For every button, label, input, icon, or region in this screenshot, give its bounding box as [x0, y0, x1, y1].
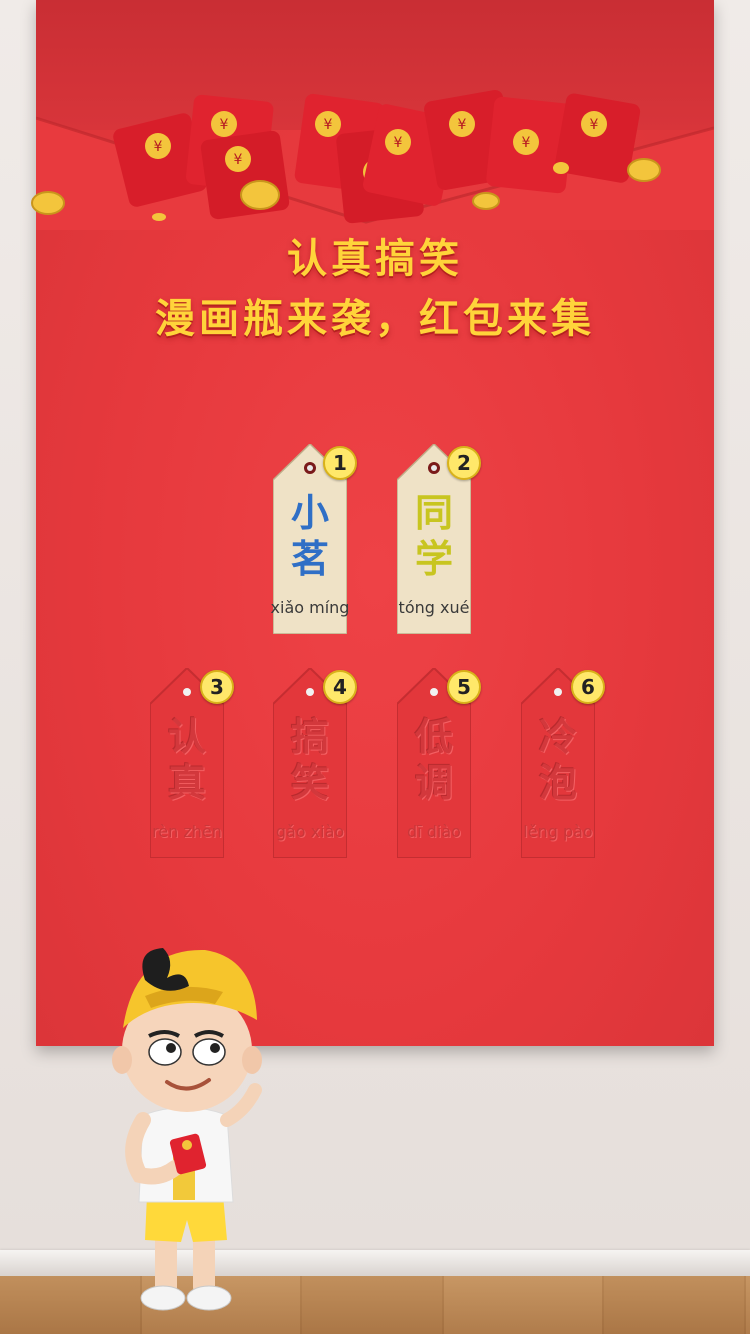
tag-shape	[150, 668, 224, 858]
red-envelope-icon: ¥	[554, 93, 641, 183]
name-tag-6-locked[interactable]: 冷泡 lěng pào 6	[521, 668, 605, 858]
svg-text:¥: ¥	[324, 117, 333, 133]
tag-characters: 搞笑	[290, 715, 329, 805]
name-tag-1[interactable]: 小茗 xiǎo míng 1	[271, 444, 357, 634]
name-tag-5-locked[interactable]: 低调 dī diào 5	[397, 668, 481, 858]
gold-coin-icon	[152, 213, 166, 221]
cartoon-boy-mascot	[112, 948, 262, 1311]
tag-number-badge: 3	[200, 670, 234, 704]
tag-number-badge: 5	[447, 670, 481, 704]
tag-characters: 小茗	[290, 491, 329, 581]
red-envelope-cluster: ¥ ¥ ¥ ¥ ¥ ¥ ¥ ¥ ¥	[31, 90, 661, 224]
tag-shape	[273, 444, 347, 634]
svg-text:¥: ¥	[154, 139, 163, 155]
svg-text:¥: ¥	[522, 135, 531, 151]
tag-number-badge: 6	[571, 670, 605, 704]
red-envelope-icon: ¥	[486, 96, 574, 194]
tag-characters: 低调	[414, 715, 453, 805]
headline-subtitle: 漫画瓶来袭，红包来集	[155, 296, 595, 342]
gold-coin-icon	[472, 192, 500, 210]
tag-pinyin: lěng pào	[523, 822, 593, 841]
gold-coin-icon	[240, 180, 280, 210]
tag-number-badge: 4	[323, 670, 357, 704]
name-tag-3-locked[interactable]: 认真 rèn zhēn 3	[150, 668, 234, 858]
red-envelope-icon: ¥	[200, 130, 290, 220]
tag-characters: 同学	[414, 491, 453, 581]
baseboard	[0, 1250, 750, 1276]
tag-number-badge: 2	[447, 446, 481, 480]
gold-coin-icon	[553, 162, 569, 174]
name-tag-4-locked[interactable]: 搞笑 gǎo xiào 4	[273, 668, 357, 858]
tag-shape	[273, 668, 347, 858]
tag-shape	[521, 668, 595, 858]
tag-shape	[397, 668, 471, 858]
svg-text:¥: ¥	[458, 117, 467, 133]
wooden-floor	[0, 1276, 750, 1334]
tag-pinyin: tóng xué	[398, 598, 470, 617]
red-envelope-icon: ¥	[113, 113, 207, 207]
tag-characters: 冷泡	[538, 715, 577, 805]
name-tag-2[interactable]: 同学 tóng xué 2	[397, 444, 481, 634]
tag-pinyin: dī diào	[407, 822, 461, 841]
tag-shape	[397, 444, 471, 634]
svg-text:¥: ¥	[234, 152, 243, 168]
svg-text:¥: ¥	[220, 117, 229, 133]
svg-text:¥: ¥	[590, 117, 599, 133]
gold-coin-icon	[31, 191, 65, 215]
tag-number-badge: 1	[323, 446, 357, 480]
gold-coin-icon	[627, 158, 661, 182]
svg-text:¥: ¥	[394, 135, 403, 151]
headline-title: 认真搞笑	[287, 236, 463, 282]
tag-pinyin: xiǎo míng	[270, 598, 350, 617]
tag-pinyin: rèn zhēn	[152, 822, 222, 841]
tag-pinyin: gǎo xiào	[275, 822, 345, 841]
tag-characters: 认真	[167, 715, 206, 805]
